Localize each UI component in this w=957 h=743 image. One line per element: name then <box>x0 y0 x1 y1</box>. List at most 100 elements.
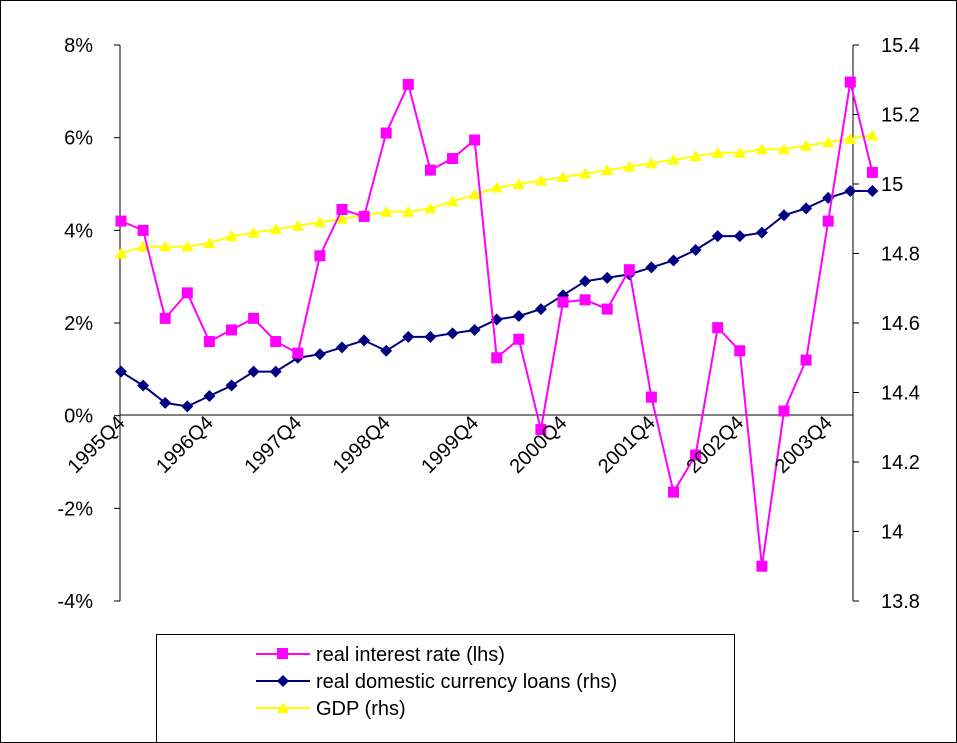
gdp-point <box>159 240 172 252</box>
gdp-point <box>844 132 857 144</box>
interest-rate-point <box>469 134 481 146</box>
interest-rate-point <box>601 303 613 315</box>
right-tick-label: 15.4 <box>881 35 920 57</box>
interest-rate-point <box>557 296 569 308</box>
loans-point <box>579 275 592 288</box>
interest-rate-point <box>358 210 370 222</box>
interest-rate-point <box>866 166 878 178</box>
interest-rate-point <box>380 127 392 139</box>
right-tick-label: 15 <box>881 174 903 196</box>
right-tick-label: 15.2 <box>881 105 920 127</box>
loans-point <box>733 230 746 243</box>
gdp-point <box>667 153 680 165</box>
legend-label-loans: real domestic currency loans (rhs) <box>316 671 617 693</box>
right-tick-label: 14.4 <box>881 383 920 405</box>
left-tick-label: 2% <box>64 313 93 335</box>
loans-point <box>225 379 238 392</box>
legend-item-gdp: GDP (rhs) <box>256 698 406 720</box>
interest-rate-point <box>314 250 326 262</box>
gdp-point <box>137 240 150 252</box>
interest-rate-point <box>137 224 149 236</box>
loans-point <box>269 365 282 378</box>
interest-rate-point <box>800 354 812 366</box>
loans-point <box>689 244 702 257</box>
right-tick-label: 14.8 <box>881 244 920 266</box>
interest-rate-point <box>447 153 458 165</box>
gdp-point <box>313 216 326 228</box>
loans-point <box>336 341 348 354</box>
gdp-point <box>534 174 547 186</box>
loans-point <box>711 230 724 243</box>
loans-point <box>424 330 437 343</box>
legend-label-gdp: GDP (rhs) <box>316 698 406 720</box>
left-tick-label: 0% <box>64 406 93 428</box>
gdp-point <box>225 230 238 242</box>
interest-rate-point <box>579 294 591 306</box>
loans-point <box>181 400 194 413</box>
gdp-point <box>402 205 415 217</box>
interest-rate-point <box>778 405 790 417</box>
gdp-point <box>711 146 724 158</box>
gdp-point <box>446 195 459 207</box>
interest-rate-point <box>402 78 414 90</box>
gdp-point <box>203 237 216 249</box>
gdp-point <box>601 164 614 176</box>
gdp-point <box>778 143 790 155</box>
loans-point <box>358 334 371 347</box>
interest-rate-point <box>292 347 304 359</box>
interest-rate-point <box>535 424 547 436</box>
left-tick-label: 4% <box>64 220 93 242</box>
gdp-point <box>557 171 569 183</box>
gdp-point <box>689 150 702 162</box>
left-tick-label: -2% <box>57 498 93 520</box>
gdp-point <box>424 202 437 214</box>
gdp-point <box>336 212 348 224</box>
interest-rate-point <box>844 76 856 88</box>
loans-point <box>159 396 172 409</box>
right-tick-label: 14.6 <box>881 313 920 335</box>
interest-rate-point <box>756 560 768 572</box>
legend-marker-interest <box>277 648 288 659</box>
legend-label-interest: real interest rate (lhs) <box>316 644 505 666</box>
loans-point <box>534 303 547 316</box>
interest-rate-point <box>513 333 525 345</box>
gdp-point <box>269 223 282 235</box>
interest-rate-point <box>645 391 657 403</box>
loans-point <box>313 348 326 361</box>
interest-rate-point <box>248 312 260 324</box>
gdp-point <box>733 146 746 158</box>
interest-rate-point <box>270 336 282 348</box>
left-tick-label: -4% <box>57 591 93 613</box>
gdp-point <box>755 143 768 155</box>
interest-rate-point <box>424 164 436 176</box>
gdp-point <box>291 219 304 231</box>
gdp-point <box>512 178 525 189</box>
gdp-point <box>468 188 481 200</box>
left-tick-label: 8% <box>64 35 93 57</box>
legend: real interest rate (lhs) real domestic c… <box>156 634 735 743</box>
series-layer <box>115 76 879 572</box>
gdp-point <box>579 167 592 179</box>
loans-point <box>755 226 768 239</box>
gdp-point <box>866 129 879 141</box>
loans-point <box>468 323 481 336</box>
loans-point <box>446 327 459 340</box>
interest-rate-point <box>115 215 127 227</box>
loans-point <box>380 344 393 357</box>
interest-rate-point <box>159 312 171 324</box>
gdp-point <box>645 157 658 169</box>
axes-group: -4% -2% 0% 2% 4% 6% 8% 13.8 14 14.2 14.4 14.6 14.8 15… <box>57 35 920 613</box>
gdp-point <box>822 136 835 148</box>
gdp-point <box>115 247 127 259</box>
interest-rate-point <box>203 336 215 348</box>
gdp-point <box>800 139 813 151</box>
right-tick-label: 14 <box>881 522 903 544</box>
interest-rate-point <box>712 322 724 334</box>
interest-rate-point <box>226 324 237 336</box>
loans-point <box>866 184 879 197</box>
legend-marker-gdp <box>277 702 289 713</box>
legend-marker-loans <box>277 675 289 687</box>
